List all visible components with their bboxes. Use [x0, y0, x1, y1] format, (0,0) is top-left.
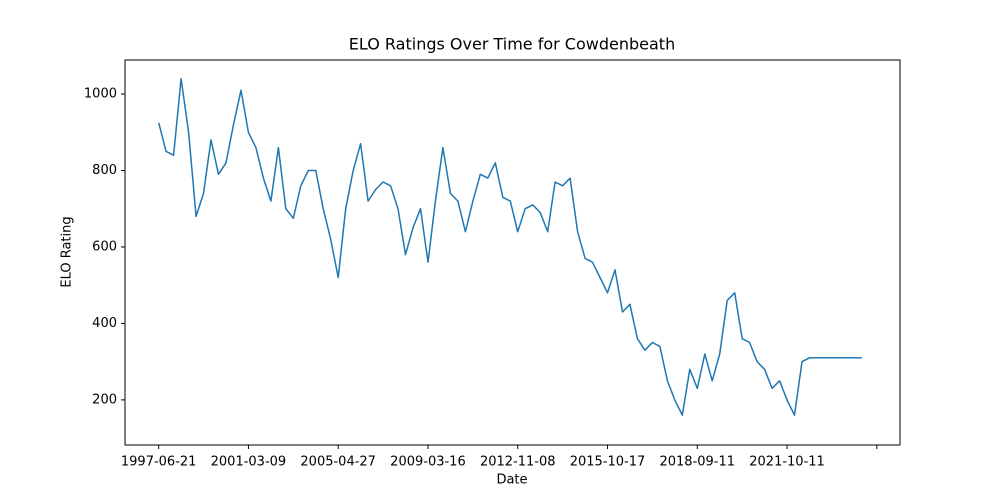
x-tick-label: 2018-09-11	[659, 455, 735, 470]
x-tick-label: 2015-10-17	[570, 455, 646, 470]
series-line	[157, 77, 862, 416]
y-tick-label: 1000	[84, 87, 117, 102]
x-tick-label: 2005-04-27	[300, 455, 376, 470]
y-tick-label: 600	[92, 239, 117, 254]
y-tick-label: 200	[92, 392, 117, 407]
y-axis-label: ELO Rating	[60, 216, 75, 287]
x-axis-label: Date	[496, 473, 527, 488]
x-tick-label: 2021-10-11	[749, 455, 825, 470]
chart-title: ELO Ratings Over Time for Cowdenbeath	[349, 35, 675, 54]
x-tick-label: 2001-03-09	[211, 455, 287, 470]
y-tick-label: 400	[92, 316, 117, 331]
y-tick-label: 800	[92, 163, 117, 178]
x-tick-label: 2009-03-16	[390, 455, 466, 470]
plot-frame	[124, 59, 901, 446]
x-tick-label: 1997-06-21	[121, 455, 197, 470]
x-tick-label: 2012-11-08	[480, 455, 556, 470]
